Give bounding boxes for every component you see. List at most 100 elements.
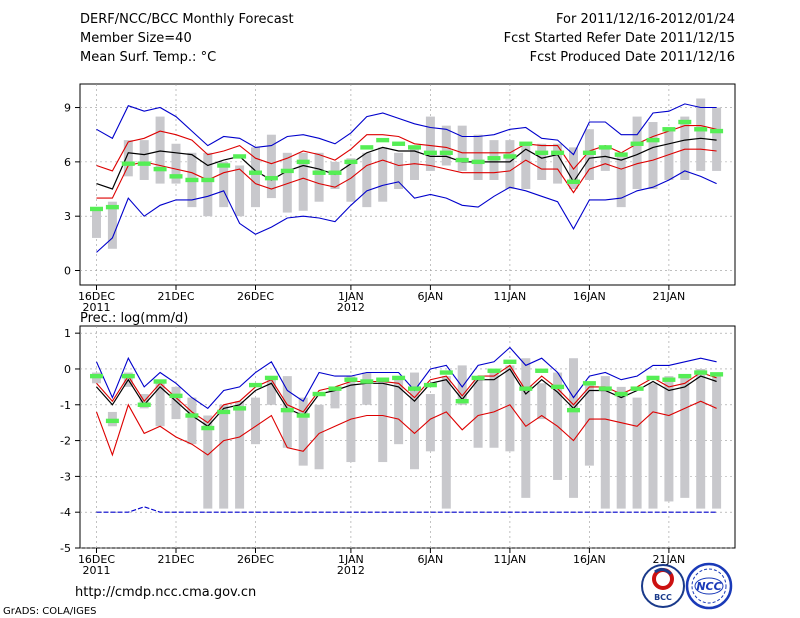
x-tick-label: 6JAN bbox=[417, 290, 443, 303]
x-tick-label: 21JAN bbox=[652, 553, 685, 566]
variable-label: Mean Surf. Temp.: °C bbox=[80, 50, 216, 65]
temperature-panel: 0 3 6 9 16DEC 21DEC 26DEC 1JAN 6JAN 11JAN 16JAN 21… bbox=[64, 83, 736, 314]
y-tick-label: -1 bbox=[60, 399, 71, 412]
ensemble-box bbox=[107, 201, 117, 249]
x-tick-label: 16JAN bbox=[573, 290, 606, 303]
ensemble-box bbox=[569, 358, 578, 498]
temperature-lines bbox=[96, 103, 717, 253]
median-mark bbox=[567, 407, 580, 413]
median-mark bbox=[439, 370, 453, 375]
forecast-started: Fcst Started Refer Date 2011/12/15 bbox=[504, 31, 735, 46]
ensemble-box bbox=[489, 368, 499, 448]
x-tick-label: 26DEC bbox=[237, 553, 274, 566]
precip-lines bbox=[95, 346, 717, 513]
ensemble-box bbox=[171, 386, 181, 420]
median-mark bbox=[137, 161, 151, 166]
ensemble-box bbox=[441, 125, 451, 166]
x-year-label: 2012 bbox=[337, 564, 365, 577]
ensemble-box bbox=[680, 376, 690, 498]
x-tick-label: 21DEC bbox=[157, 290, 194, 303]
median-mark bbox=[694, 370, 708, 375]
ensemble-box bbox=[505, 140, 515, 190]
ensemble-box bbox=[680, 116, 690, 180]
median-mark bbox=[471, 375, 485, 381]
ensemble-box bbox=[203, 415, 213, 509]
ensemble-box bbox=[155, 116, 165, 184]
min-line bbox=[96, 170, 717, 253]
precip-panel: -5 -4 -3 -2 -1 0 1 16DEC 21DEC 26DEC 1JAN 6JAN 11JA… bbox=[60, 325, 736, 577]
ensemble-box bbox=[553, 143, 563, 184]
footer-url[interactable]: http://cmdp.ncc.cma.gov.cn bbox=[75, 585, 256, 600]
median-mark bbox=[630, 141, 644, 146]
ensemble-box bbox=[473, 376, 483, 448]
ncc-logo-inner-ring bbox=[691, 568, 727, 604]
ncc-logo-globe-icon bbox=[694, 577, 724, 595]
median-mark bbox=[392, 375, 406, 381]
ensemble-box bbox=[632, 397, 642, 509]
ensemble-box bbox=[266, 379, 276, 405]
y-tick-label: 1 bbox=[64, 327, 71, 340]
median-mark bbox=[137, 402, 151, 407]
x-year-label: 2011 bbox=[83, 301, 111, 314]
ensemble-box bbox=[378, 379, 388, 463]
median-mark bbox=[185, 177, 199, 183]
mean-plus-sd-line bbox=[96, 125, 717, 172]
median-mark bbox=[105, 204, 119, 210]
x-tick-label: 1JAN bbox=[338, 553, 364, 566]
median-mark bbox=[487, 156, 501, 161]
median-mark bbox=[439, 150, 453, 156]
median-mark bbox=[567, 179, 580, 184]
median-mark bbox=[376, 137, 390, 143]
ensemble-box bbox=[235, 401, 245, 509]
ensemble-box bbox=[425, 394, 435, 452]
median-mark bbox=[503, 359, 517, 365]
median-mark bbox=[121, 373, 135, 379]
ncc-logo-text: NCC bbox=[696, 580, 721, 593]
ensemble-box bbox=[123, 140, 133, 177]
x-tick-label: 21JAN bbox=[652, 290, 685, 303]
median-mark bbox=[662, 377, 676, 382]
median-mark bbox=[328, 170, 342, 175]
forecast-period: For 2011/12/16-2012/01/24 bbox=[556, 12, 735, 27]
x-year-label: 2012 bbox=[337, 301, 365, 314]
median-mark bbox=[153, 379, 167, 384]
ensemble-box bbox=[425, 116, 435, 171]
median-mark bbox=[312, 170, 326, 175]
ensemble-box bbox=[266, 134, 276, 199]
ensemble-box bbox=[155, 383, 165, 427]
y-tick-label: 9 bbox=[64, 102, 71, 115]
median-mark bbox=[614, 391, 628, 397]
precip-x-ticks: 16DEC 21DEC 26DEC 1JAN 6JAN 11JAN 16JAN 21JAN 20… bbox=[78, 548, 685, 577]
median-mark bbox=[185, 413, 199, 418]
ensemble-box bbox=[584, 383, 594, 466]
median-mark bbox=[471, 159, 485, 165]
median-mark bbox=[360, 145, 374, 150]
max-line bbox=[96, 103, 717, 156]
median-mark bbox=[169, 174, 183, 179]
median-mark bbox=[646, 137, 660, 143]
median-mark bbox=[535, 368, 549, 373]
ncc-logo: NCC bbox=[685, 562, 733, 610]
precip-panel-title: Prec.: log(mm/d) bbox=[80, 311, 188, 326]
median-mark bbox=[392, 141, 406, 146]
min-line bbox=[96, 506, 717, 513]
ensemble-box bbox=[696, 368, 706, 509]
ensemble-box bbox=[473, 134, 483, 180]
ensemble-box bbox=[600, 147, 610, 171]
precip-y-ticks: -5 -4 -3 -2 -1 0 1 bbox=[60, 327, 80, 555]
ensemble-box bbox=[171, 143, 181, 184]
median-mark bbox=[344, 159, 358, 165]
ensemble-box bbox=[441, 376, 451, 509]
precip-boxes bbox=[92, 358, 722, 509]
median-mark bbox=[710, 372, 724, 377]
median-mark bbox=[169, 393, 183, 399]
median-mark bbox=[312, 391, 326, 397]
median-mark bbox=[360, 379, 374, 384]
ensemble-box bbox=[235, 165, 245, 217]
y-tick-label: -5 bbox=[60, 542, 71, 555]
median-mark bbox=[630, 386, 644, 391]
median-mark bbox=[105, 418, 119, 424]
x-tick-label: 16DEC bbox=[78, 290, 115, 303]
ensemble-box bbox=[521, 358, 531, 498]
